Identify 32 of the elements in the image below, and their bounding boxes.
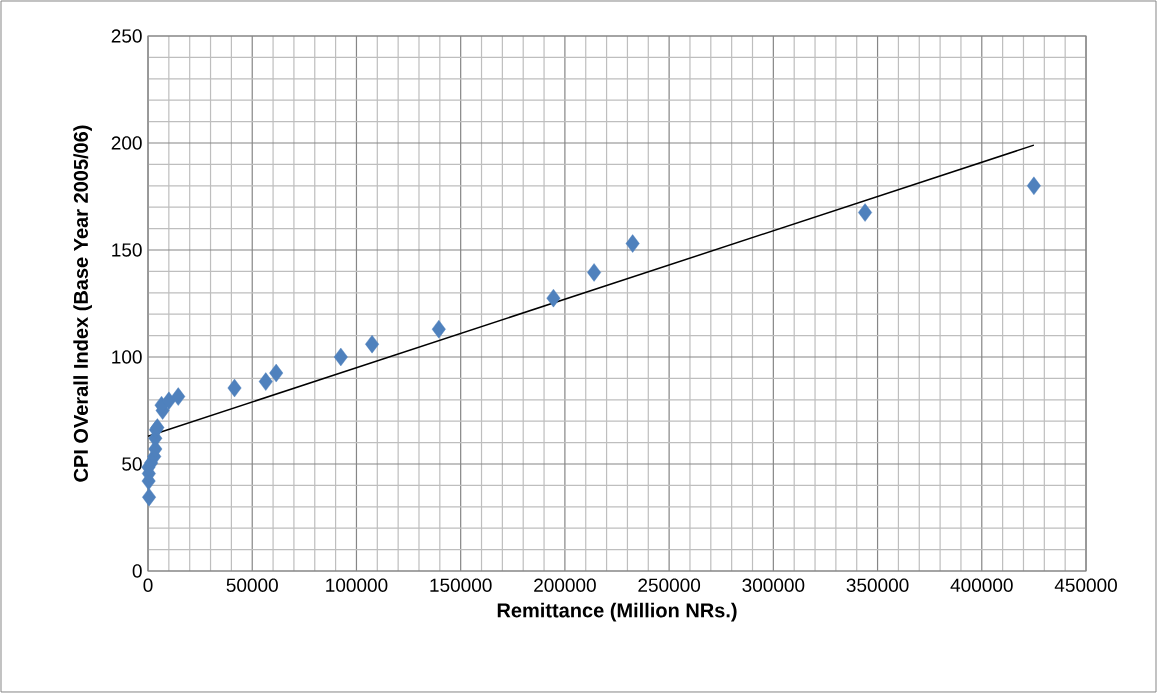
point [269, 363, 284, 383]
point [333, 347, 348, 367]
x-axis-title: Remittance (Million NRs.) [497, 602, 737, 622]
x-tick-label: 400000 [950, 578, 1013, 592]
point [625, 234, 640, 253]
point [1026, 176, 1041, 195]
y-tick-label: 200 [111, 136, 142, 150]
point [546, 288, 561, 308]
point [171, 387, 186, 406]
x-tick-label: 250000 [638, 578, 701, 592]
y-tick-label: 150 [112, 243, 142, 257]
point [858, 203, 873, 222]
point [161, 391, 176, 411]
point [587, 263, 602, 282]
point [227, 378, 242, 398]
y-tick-label: 100 [112, 350, 142, 364]
x-tick-label: 350000 [846, 578, 909, 592]
x-tick-label: 150000 [430, 578, 492, 592]
x-tick-label: 100000 [326, 578, 388, 592]
x-tick-label: 50000 [226, 578, 278, 592]
x-tick-label: 200000 [534, 578, 596, 592]
x-tick-label: 300000 [742, 578, 805, 592]
point [258, 372, 273, 391]
point [431, 319, 446, 339]
y-tick-label: 50 [122, 457, 142, 471]
y-tick-label: 0 [132, 564, 142, 578]
y-tick-label: 250 [111, 29, 142, 43]
x-tick-label: 450000 [1054, 578, 1117, 592]
y-axis-title: CPI OVerall Index (Base Year 2005/06) [73, 125, 92, 482]
point [142, 487, 156, 507]
x-tick-label: 0 [143, 578, 153, 592]
point [365, 334, 380, 354]
